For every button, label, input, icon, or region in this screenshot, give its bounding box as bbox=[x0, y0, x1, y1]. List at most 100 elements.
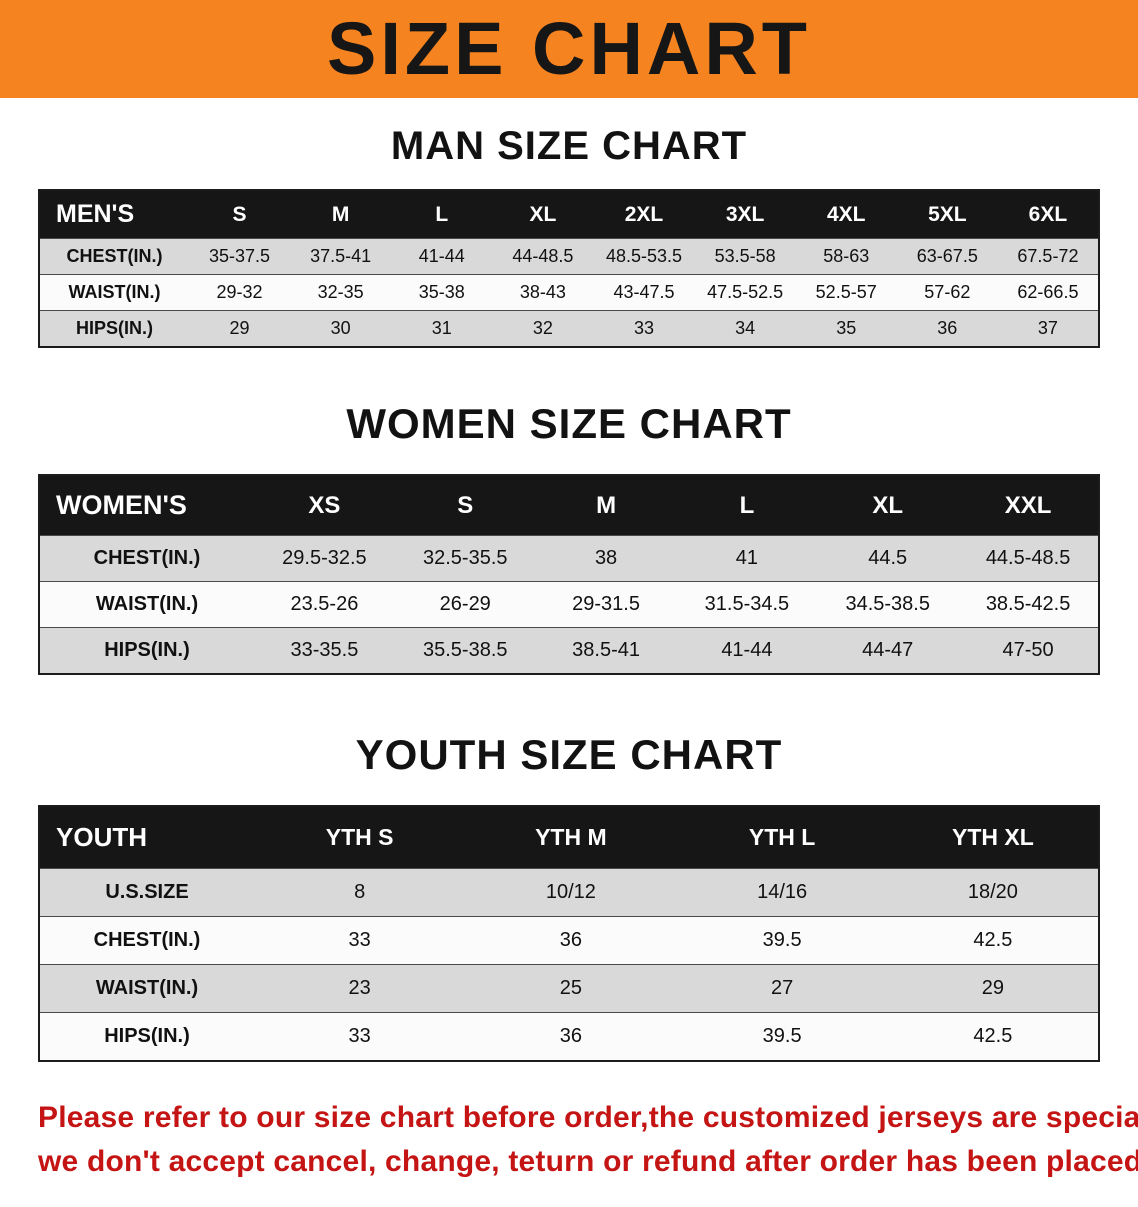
table-corner-label: YOUTH bbox=[39, 806, 254, 869]
measurement-row-label: U.S.SIZE bbox=[39, 868, 254, 917]
size-column-header: M bbox=[535, 475, 677, 536]
size-value-cell: 44.5-48.5 bbox=[958, 535, 1099, 582]
size-value-cell: 29-32 bbox=[189, 274, 291, 311]
size-table-header-row: WOMEN'S XS S M L XL XXL bbox=[39, 475, 1099, 536]
section-women: WOMEN SIZE CHART WOMEN'S XS S M L XL XXL CHEST(… bbox=[0, 400, 1138, 675]
size-column-header: 4XL bbox=[795, 190, 897, 239]
size-value-cell: 18/20 bbox=[887, 868, 1099, 917]
size-column-header: 6XL bbox=[997, 190, 1099, 239]
size-column-header: XXL bbox=[958, 475, 1099, 536]
size-value-cell: 26-29 bbox=[394, 581, 536, 628]
measurement-row-label: HIPS(IN.) bbox=[39, 627, 254, 674]
size-value-cell: 39.5 bbox=[676, 916, 888, 965]
measurement-row-label: WAIST(IN.) bbox=[39, 274, 189, 311]
size-value-cell: 36 bbox=[896, 310, 998, 347]
size-value-cell: 33 bbox=[593, 310, 695, 347]
table-corner-label: MEN'S bbox=[39, 190, 189, 239]
size-column-header: 5XL bbox=[896, 190, 998, 239]
size-value-cell: 42.5 bbox=[887, 1012, 1099, 1061]
size-value-cell: 37.5-41 bbox=[290, 238, 392, 275]
youth-section-heading: YOUTH SIZE CHART bbox=[355, 731, 783, 778]
size-value-cell: 43-47.5 bbox=[593, 274, 695, 311]
policy-line-2: we don't accept cancel, change, teturn o… bbox=[38, 1144, 1138, 1178]
measurement-row-label: HIPS(IN.) bbox=[39, 1012, 254, 1061]
size-value-cell: 31 bbox=[391, 310, 493, 347]
size-column-header: 2XL bbox=[593, 190, 695, 239]
size-column-header: YTH M bbox=[465, 806, 677, 869]
size-value-cell: 62-66.5 bbox=[997, 274, 1099, 311]
youth-size-table: YOUTH YTH S YTH M YTH L YTH XL U.S.SIZE 8 10/12… bbox=[38, 805, 1100, 1062]
size-column-header: YTH L bbox=[676, 806, 888, 869]
size-value-cell: 63-67.5 bbox=[896, 238, 998, 275]
size-table-row: HIPS(IN.) 33-35.5 35.5-38.5 38.5-41 41-44 44-… bbox=[39, 627, 1099, 674]
size-table-row: CHEST(IN.) 35-37.5 37.5-41 41-44 44-48.5 48.5… bbox=[39, 238, 1099, 275]
size-value-cell: 29 bbox=[189, 310, 291, 347]
size-value-cell: 36 bbox=[465, 1012, 677, 1061]
size-value-cell: 32 bbox=[492, 310, 594, 347]
size-value-cell: 44-48.5 bbox=[492, 238, 594, 275]
size-value-cell: 36 bbox=[465, 916, 677, 965]
size-value-cell: 41 bbox=[676, 535, 818, 582]
size-column-header: 3XL bbox=[694, 190, 796, 239]
size-value-cell: 31.5-34.5 bbox=[676, 581, 818, 628]
size-table-row: HIPS(IN.) 33 36 39.5 42.5 bbox=[39, 1012, 1099, 1061]
section-youth: YOUTH SIZE CHART YOUTH YTH S YTH M YTH L YTH… bbox=[0, 731, 1138, 1062]
size-value-cell: 35-37.5 bbox=[189, 238, 291, 275]
size-table-row: HIPS(IN.) 29 30 31 32 33 34 35 36 37 bbox=[39, 310, 1099, 347]
section-men: MAN SIZE CHART MEN'S S M L XL 2XL 3XL 4XL 5XL 6XL… bbox=[0, 124, 1138, 348]
size-value-cell: 38-43 bbox=[492, 274, 594, 311]
size-table-header-row: MEN'S S M L XL 2XL 3XL 4XL 5XL 6XL bbox=[39, 190, 1099, 239]
table-corner-label: WOMEN'S bbox=[39, 475, 254, 536]
women-size-table: WOMEN'S XS S M L XL XXL CHEST(IN.) 29.5-32.5 32.5… bbox=[38, 474, 1100, 675]
size-value-cell: 23.5-26 bbox=[254, 581, 395, 628]
measurement-row-label: HIPS(IN.) bbox=[39, 310, 189, 347]
size-value-cell: 30 bbox=[290, 310, 392, 347]
size-value-cell: 42.5 bbox=[887, 916, 1099, 965]
size-value-cell: 14/16 bbox=[676, 868, 888, 917]
size-value-cell: 53.5-58 bbox=[694, 238, 796, 275]
size-table-header-row: YOUTH YTH S YTH M YTH L YTH XL bbox=[39, 806, 1099, 869]
content: MAN SIZE CHART MEN'S S M L XL 2XL 3XL 4XL 5XL 6XL… bbox=[0, 124, 1138, 1062]
size-value-cell: 38.5-42.5 bbox=[958, 581, 1099, 628]
size-value-cell: 41-44 bbox=[676, 627, 818, 674]
size-column-header: XL bbox=[817, 475, 959, 536]
size-column-header: YTH S bbox=[254, 806, 466, 869]
men-size-table: MEN'S S M L XL 2XL 3XL 4XL 5XL 6XL CHEST(IN.) 35-37… bbox=[38, 189, 1100, 348]
measurement-row-label: CHEST(IN.) bbox=[39, 916, 254, 965]
policy-line-1: Please refer to our size chart before or… bbox=[38, 1101, 1138, 1134]
size-column-header: S bbox=[394, 475, 536, 536]
size-value-cell: 8 bbox=[254, 868, 466, 917]
size-value-cell: 34.5-38.5 bbox=[817, 581, 959, 628]
size-value-cell: 32-35 bbox=[290, 274, 392, 311]
size-table-row: WAIST(IN.) 23.5-26 26-29 29-31.5 31.5-34.5 34… bbox=[39, 581, 1099, 628]
size-table-row: U.S.SIZE 8 10/12 14/16 18/20 bbox=[39, 868, 1099, 917]
size-value-cell: 27 bbox=[676, 964, 888, 1013]
page-title: SIZE CHART bbox=[327, 7, 811, 90]
size-value-cell: 35 bbox=[795, 310, 897, 347]
size-value-cell: 39.5 bbox=[676, 1012, 888, 1061]
size-column-header: M bbox=[290, 190, 392, 239]
size-value-cell: 57-62 bbox=[896, 274, 998, 311]
size-value-cell: 44-47 bbox=[817, 627, 959, 674]
size-value-cell: 48.5-53.5 bbox=[593, 238, 695, 275]
size-value-cell: 33 bbox=[254, 916, 466, 965]
measurement-row-label: WAIST(IN.) bbox=[39, 581, 254, 628]
size-table-row: CHEST(IN.) 33 36 39.5 42.5 bbox=[39, 916, 1099, 965]
size-table-row: WAIST(IN.) 29-32 32-35 35-38 38-43 43-47.5 47.… bbox=[39, 274, 1099, 311]
measurement-row-label: CHEST(IN.) bbox=[39, 238, 189, 275]
size-value-cell: 29-31.5 bbox=[535, 581, 677, 628]
men-section-heading: MAN SIZE CHART bbox=[390, 124, 748, 168]
size-value-cell: 23 bbox=[254, 964, 466, 1013]
size-value-cell: 37 bbox=[997, 310, 1099, 347]
size-value-cell: 10/12 bbox=[465, 868, 677, 917]
measurement-row-label: CHEST(IN.) bbox=[39, 535, 254, 582]
size-column-header: XS bbox=[254, 475, 395, 536]
size-value-cell: 29 bbox=[887, 964, 1099, 1013]
size-value-cell: 34 bbox=[694, 310, 796, 347]
size-value-cell: 58-63 bbox=[795, 238, 897, 275]
size-value-cell: 35-38 bbox=[391, 274, 493, 311]
women-section-heading: WOMEN SIZE CHART bbox=[346, 400, 792, 447]
size-column-header: XL bbox=[492, 190, 594, 239]
size-value-cell: 44.5 bbox=[817, 535, 959, 582]
